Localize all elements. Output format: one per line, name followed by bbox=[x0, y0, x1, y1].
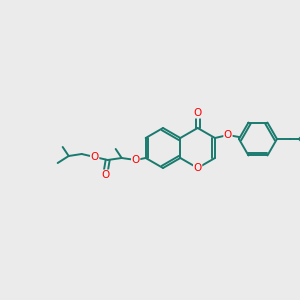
Text: O: O bbox=[194, 108, 202, 118]
Text: O: O bbox=[194, 163, 202, 173]
Text: O: O bbox=[102, 170, 110, 180]
Text: O: O bbox=[224, 130, 232, 140]
Text: O: O bbox=[91, 152, 99, 162]
Text: O: O bbox=[132, 155, 140, 165]
